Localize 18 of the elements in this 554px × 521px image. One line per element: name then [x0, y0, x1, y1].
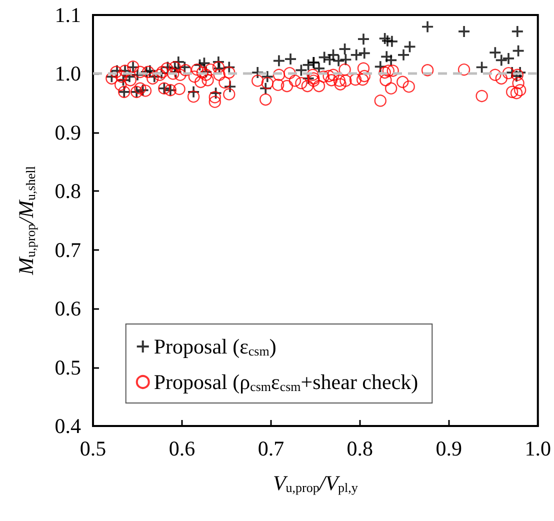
y-tick-label: 0.4: [54, 414, 82, 438]
y-tick-label: 0.9: [54, 120, 81, 144]
legend-label: Proposal (ρcsmεcsm+shear check): [154, 370, 418, 394]
x-tick-label: 0.6: [168, 436, 196, 460]
x-tick-label: 0.5: [80, 436, 106, 460]
x-tick-label: 0.7: [258, 436, 284, 460]
x-tick-label: 0.8: [346, 436, 374, 460]
legend-label: Proposal (εcsm): [154, 334, 276, 358]
x-axis-title: Vu,prop/Vpl,y: [272, 471, 358, 495]
y-axis-title: Mu,prop/Mu,shell: [14, 166, 38, 276]
y-tick-label: 0.8: [54, 179, 81, 204]
x-tick-label: 1.0: [524, 436, 551, 460]
y-tick-label: 0.7: [54, 238, 81, 262]
y-tick-label: 1.1: [54, 3, 81, 27]
y-tick-label: 0.6: [54, 296, 81, 321]
y-tick-label: 0.5: [54, 355, 81, 380]
y-tick-label: 1.0: [54, 62, 81, 86]
x-tick-label: 0.9: [436, 436, 462, 460]
